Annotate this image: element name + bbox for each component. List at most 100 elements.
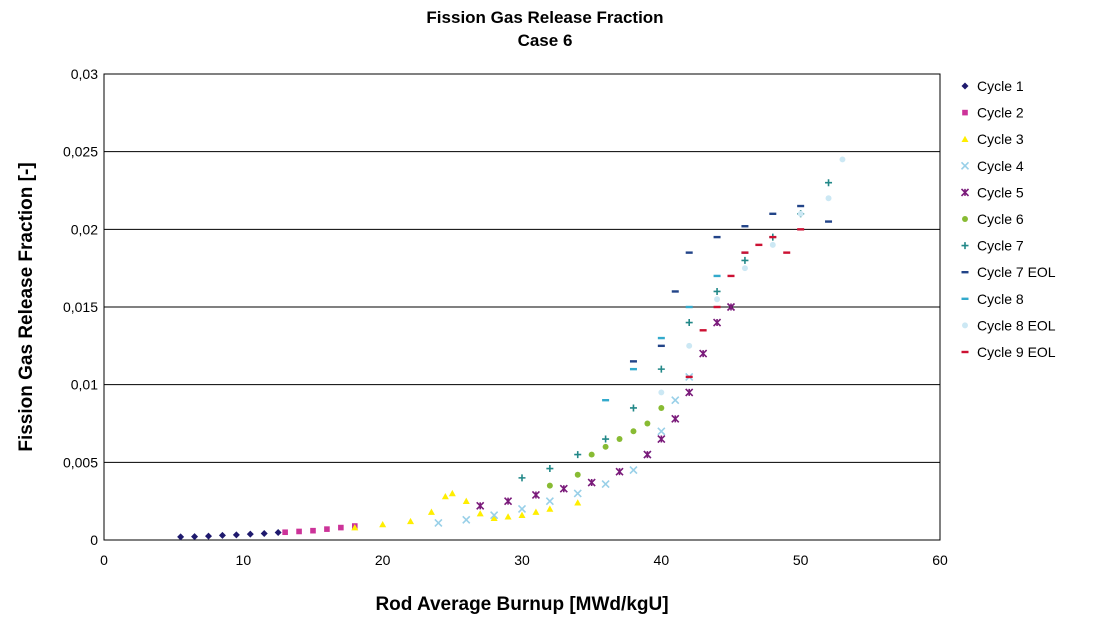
data-point [177, 533, 185, 541]
series-8 [629, 204, 833, 363]
data-point [741, 256, 749, 264]
legend-label: Cycle 9 EOL [977, 344, 1056, 360]
data-point [685, 375, 693, 379]
series-10 [658, 156, 846, 396]
data-point [797, 228, 805, 231]
y-tick-label: 0,015 [63, 299, 98, 315]
x-axis-title: Rod Average Burnup [MWd/kgU] [375, 594, 668, 615]
data-point [825, 220, 833, 223]
legend-label: Cycle 2 [977, 105, 1024, 121]
data-point [797, 210, 804, 217]
data-point [517, 504, 527, 513]
data-point [545, 497, 554, 506]
x-tick-label: 50 [793, 552, 809, 568]
data-point [657, 427, 666, 436]
data-point [260, 529, 268, 537]
series-3 [351, 489, 582, 531]
data-point [658, 404, 665, 411]
data-point [825, 179, 833, 187]
data-point [574, 499, 582, 506]
legend-marker [962, 216, 968, 222]
data-point [726, 302, 736, 312]
data-point [546, 505, 554, 512]
legend-marker [961, 350, 969, 354]
gridlines [104, 73, 940, 463]
data-point [546, 482, 553, 489]
data-point [602, 443, 609, 450]
series-1 [177, 529, 282, 541]
data-point [218, 531, 226, 539]
chart-subtitle: Case 6 [518, 31, 573, 50]
data-point [630, 428, 637, 435]
data-point [407, 517, 415, 525]
legend-label: Cycle 3 [977, 131, 1024, 147]
x-tick-label: 30 [514, 552, 530, 568]
data-point [657, 336, 665, 340]
data-point [490, 514, 498, 522]
data-point [379, 520, 387, 528]
series-7 [518, 179, 833, 482]
data-point [769, 235, 777, 239]
data-point [205, 532, 212, 540]
data-point [462, 497, 470, 504]
data-point [274, 529, 282, 537]
data-point [532, 508, 540, 515]
data-point [643, 450, 652, 459]
data-point [476, 501, 485, 510]
data-point [574, 471, 581, 478]
series-11 [685, 228, 805, 379]
data-point [741, 251, 749, 254]
legend-label: Cycle 5 [977, 184, 1024, 200]
legend-marker [961, 135, 969, 142]
data-point [602, 435, 610, 443]
legend-label: Cycle 4 [977, 158, 1024, 174]
data-point [685, 305, 693, 309]
data-point [714, 296, 721, 303]
data-point [246, 530, 254, 538]
data-point [699, 349, 708, 358]
data-point [338, 524, 344, 531]
data-point [434, 518, 443, 527]
data-point [546, 465, 554, 473]
data-point [727, 274, 735, 278]
x-tick-label: 40 [654, 552, 670, 568]
data-point [629, 367, 637, 371]
data-point [629, 404, 637, 412]
data-point [602, 399, 610, 402]
data-point [685, 388, 694, 397]
data-point [351, 524, 359, 531]
data-point [713, 318, 722, 327]
data-point [191, 533, 199, 541]
y-axis-title: Fission Gas Release Fraction [-] [16, 162, 37, 451]
y-tick-label: 0,01 [71, 377, 98, 393]
data-point [658, 389, 665, 396]
data-point [587, 478, 596, 487]
y-tick-label: 0,02 [71, 221, 98, 237]
legend-label: Cycle 6 [977, 211, 1024, 227]
data-point [644, 420, 651, 427]
data-point [797, 204, 805, 208]
legend-marker [962, 109, 968, 116]
legend-marker [961, 271, 969, 274]
series-2 [282, 523, 358, 536]
legend-label: Cycle 1 [977, 78, 1024, 94]
data-point [783, 251, 791, 254]
legend-marker [961, 242, 969, 250]
legend-marker [961, 297, 969, 300]
y-tick-label: 0,025 [63, 144, 98, 160]
data-point [629, 360, 637, 363]
data-point [518, 474, 526, 482]
data-point [504, 497, 513, 506]
legend-marker [960, 188, 970, 197]
y-tick-label: 0,005 [63, 454, 98, 470]
y-tick-labels: 0 0,005 0,01 0,015 0,02 0,025 0,03 [63, 66, 98, 548]
data-point [310, 527, 316, 534]
data-point [615, 467, 624, 476]
data-point [769, 212, 777, 215]
data-point [713, 235, 721, 239]
data-point [531, 490, 540, 500]
data-point [476, 510, 484, 517]
legend-marker [961, 82, 969, 90]
data-point [448, 489, 456, 497]
data-point [741, 225, 749, 228]
